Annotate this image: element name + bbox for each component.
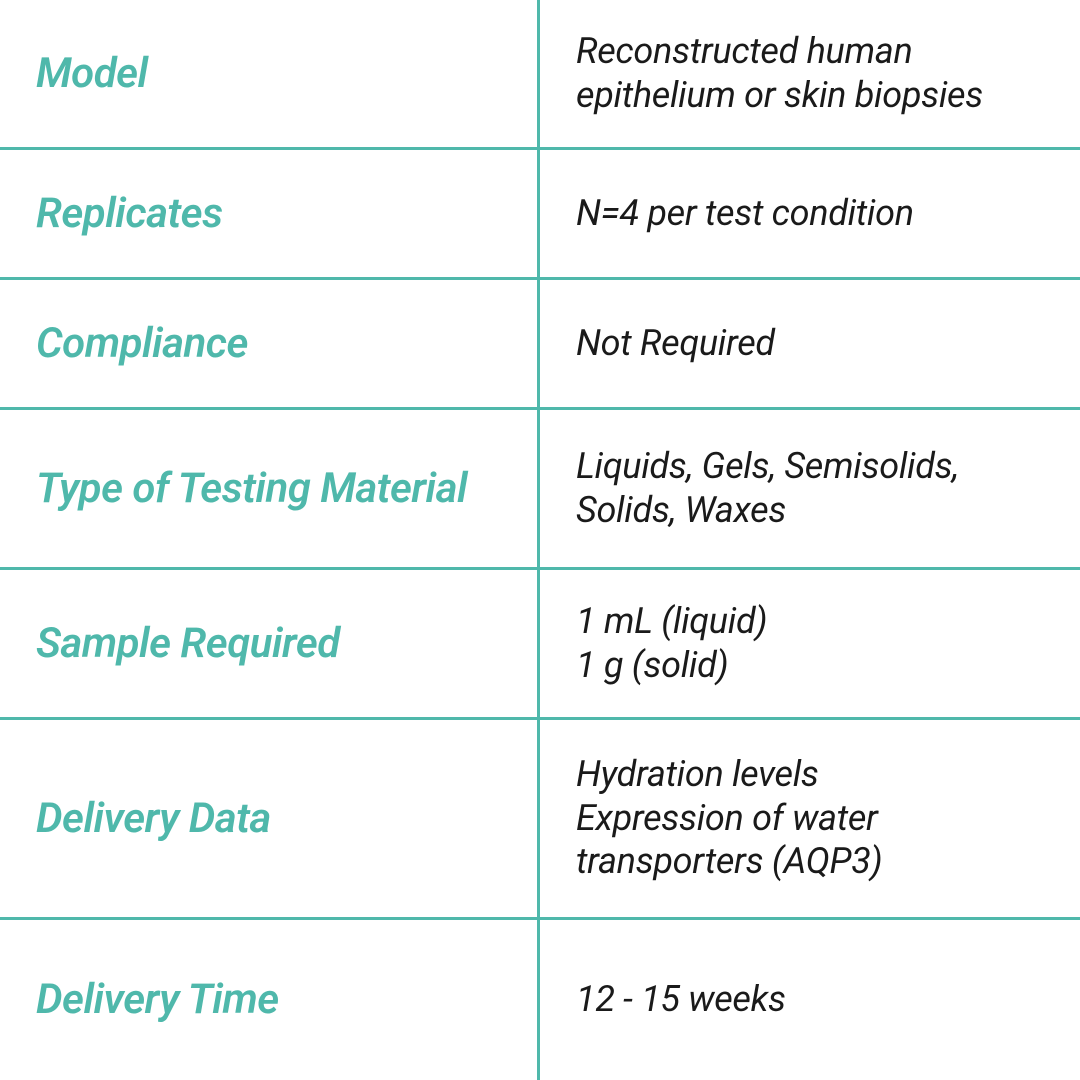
- table-row: ReplicatesN=4 per test condition: [0, 150, 1080, 280]
- row-value: Reconstructed human epithelium or skin b…: [540, 0, 1080, 147]
- row-value: N=4 per test condition: [540, 150, 1080, 277]
- row-label: Delivery Data: [0, 720, 540, 917]
- table-row: ComplianceNot Required: [0, 280, 1080, 410]
- row-value: Not Required: [540, 280, 1080, 407]
- table-row: Type of Testing MaterialLiquids, Gels, S…: [0, 410, 1080, 570]
- row-label: Delivery Time: [0, 920, 540, 1080]
- table-row: Delivery DataHydration levels Expression…: [0, 720, 1080, 920]
- row-label: Model: [0, 0, 540, 147]
- row-label: Type of Testing Material: [0, 410, 540, 567]
- row-value: Hydration levels Expression of water tra…: [540, 720, 1080, 917]
- row-value: 12 - 15 weeks: [540, 920, 1080, 1080]
- row-value: Liquids, Gels, Semisolids, Solids, Waxes: [540, 410, 1080, 567]
- row-label: Compliance: [0, 280, 540, 407]
- row-label: Sample Required: [0, 570, 540, 717]
- row-label: Replicates: [0, 150, 540, 277]
- table-row: Sample Required1 mL (liquid) 1 g (solid): [0, 570, 1080, 720]
- spec-table: ModelReconstructed human epithelium or s…: [0, 0, 1080, 1080]
- table-row: Delivery Time12 - 15 weeks: [0, 920, 1080, 1080]
- table-row: ModelReconstructed human epithelium or s…: [0, 0, 1080, 150]
- row-value: 1 mL (liquid) 1 g (solid): [540, 570, 1080, 717]
